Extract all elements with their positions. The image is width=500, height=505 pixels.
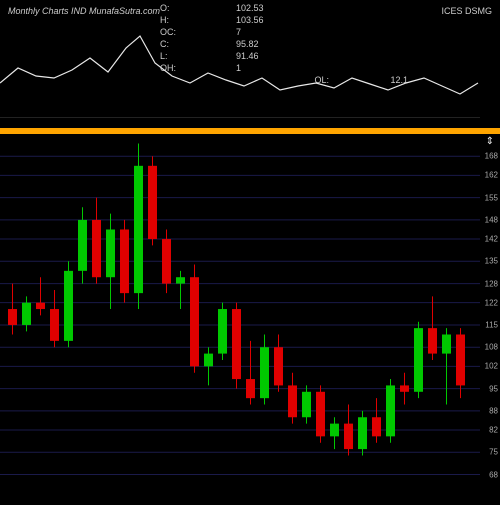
axis-tick-label: 95: [489, 384, 498, 393]
axis-tick-label: 155: [485, 193, 498, 202]
indicator-panel: [0, 28, 480, 118]
candle-body: [204, 354, 213, 367]
candle-body: [358, 417, 367, 449]
candle-body: [190, 277, 199, 366]
candle-body: [260, 347, 269, 398]
axis-tick-label: 115: [485, 320, 498, 329]
candle-body: [288, 385, 297, 417]
y-axis: 168 162 155 148 142 135 128 122 115 108 102 95 88 82 7…: [480, 134, 500, 500]
candle-body: [8, 309, 17, 325]
candle-body: [330, 424, 339, 437]
candle-body: [442, 335, 451, 354]
chart-header: Monthly Charts IND MunafaSutra.com ICES …: [0, 0, 500, 30]
candle-body: [428, 328, 437, 353]
indicator-line: [0, 36, 478, 94]
axis-tick-label: 75: [489, 448, 498, 457]
candle-body: [414, 328, 423, 392]
candlestick-panel[interactable]: [0, 134, 480, 500]
stat-high: H: 103.56: [160, 14, 312, 26]
candle-body: [456, 335, 465, 386]
candle-body: [344, 424, 353, 449]
candle-body: [106, 229, 115, 277]
axis-tick-label: 135: [485, 257, 498, 266]
indicator-line-chart: [0, 28, 480, 118]
candle-body: [386, 385, 395, 436]
axis-tick-label: 102: [485, 362, 498, 371]
candle-body: [316, 392, 325, 437]
candle-body: [162, 239, 171, 284]
candle-body: [274, 347, 283, 385]
axis-tick-label: 168: [485, 152, 498, 161]
candle-body: [50, 309, 59, 341]
candle-body: [218, 309, 227, 354]
candle-body: [134, 166, 143, 293]
candle-body: [64, 271, 73, 341]
candle-body: [22, 303, 31, 325]
axis-tick-label: 82: [489, 425, 498, 434]
axis-tick-label: 128: [485, 279, 498, 288]
axis-tick-label: 88: [489, 406, 498, 415]
axis-tick-label: 68: [489, 470, 498, 479]
axis-tick-label: 108: [485, 343, 498, 352]
candle-body: [400, 385, 409, 391]
axis-tick-label: 122: [485, 298, 498, 307]
brand-label: Monthly Charts IND MunafaSutra.com: [8, 6, 160, 16]
candle-body: [78, 220, 87, 271]
brand-text: Monthly Charts IND MunafaSutra.com: [8, 6, 160, 16]
axis-tick-label: 148: [485, 215, 498, 224]
candle-body: [92, 220, 101, 277]
stat-open: O: 102.53: [160, 2, 312, 14]
candlestick-chart: [0, 134, 480, 500]
candle-body: [372, 417, 381, 436]
axis-tick-label: 162: [485, 171, 498, 180]
candle-body: [302, 392, 311, 417]
candle-body: [176, 277, 185, 283]
candle-body: [246, 379, 255, 398]
candle-body: [36, 303, 45, 309]
candle-body: [148, 166, 157, 239]
candle-body: [120, 229, 129, 293]
candle-body: [232, 309, 241, 379]
axis-tick-label: 142: [485, 235, 498, 244]
